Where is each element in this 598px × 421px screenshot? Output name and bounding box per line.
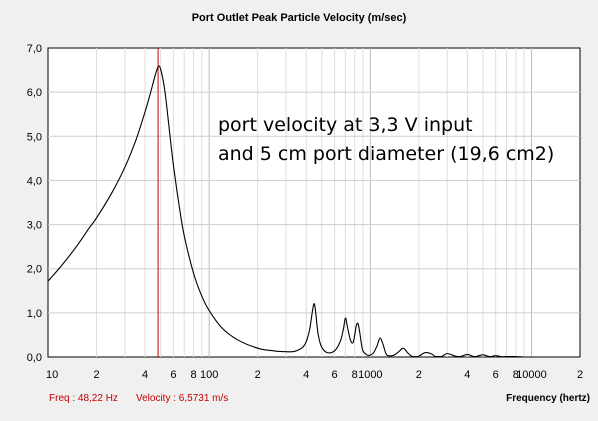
grid xyxy=(48,48,580,357)
status-frequency: Freq : 48,22 Hz xyxy=(49,393,118,404)
x-tick-label: 10 xyxy=(46,369,58,381)
x-tick-label: 2 xyxy=(577,369,583,381)
x-tick-label: 10000 xyxy=(516,369,547,381)
x-tick-label: 8 xyxy=(352,369,358,381)
annotation-line-2: and 5 cm port diameter (19,6 cm2) xyxy=(218,143,554,165)
x-tick-label: 2 xyxy=(93,369,99,381)
x-tick-label: 2 xyxy=(416,369,422,381)
x-tick-label: 4 xyxy=(142,369,148,381)
x-tick-label: 4 xyxy=(303,369,309,381)
x-tick-label: 6 xyxy=(493,369,499,381)
y-tick-label: 0,0 xyxy=(27,352,42,364)
annotation-line-1: port velocity at 3,3 V input xyxy=(218,114,473,136)
x-tick-label: 4 xyxy=(464,369,470,381)
y-tick-label: 7,0 xyxy=(27,43,42,55)
x-axis-label: Frequency (hertz) xyxy=(506,393,590,404)
y-tick-label: 4,0 xyxy=(27,175,42,187)
velocity-curve xyxy=(47,65,580,358)
x-tick-label: 1000 xyxy=(358,369,382,381)
x-tick-label: 100 xyxy=(200,369,218,381)
y-axis-ticks: 0,0 1,0 2,0 3,0 4,0 5,0 6,0 7,0 xyxy=(27,43,42,364)
y-tick-label: 6,0 xyxy=(27,87,42,99)
chart-title: Port Outlet Peak Particle Velocity (m/se… xyxy=(192,12,407,24)
x-tick-label: 6 xyxy=(332,369,338,381)
y-tick-label: 5,0 xyxy=(27,131,42,143)
y-tick-label: 2,0 xyxy=(27,264,42,276)
status-velocity: Velocity : 6,5731 m/s xyxy=(136,393,228,404)
x-tick-label: 8 xyxy=(513,369,519,381)
y-tick-label: 1,0 xyxy=(27,308,42,320)
x-tick-label: 8 xyxy=(190,369,196,381)
plot-area[interactable] xyxy=(47,47,581,358)
x-tick-label: 2 xyxy=(255,369,261,381)
x-tick-label: 6 xyxy=(170,369,176,381)
y-tick-label: 3,0 xyxy=(27,220,42,232)
